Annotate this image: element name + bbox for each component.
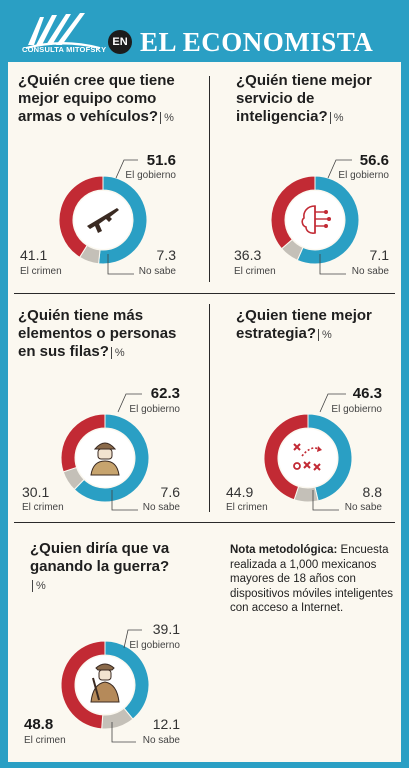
strategy-icon	[293, 443, 322, 471]
series-label: El crimen	[226, 502, 268, 513]
rifle-icon	[87, 208, 119, 233]
en-badge: EN	[108, 30, 132, 54]
data-label: 39.1	[152, 621, 180, 637]
chart-title: ¿Quien tiene mejor estrategia?%	[236, 307, 372, 342]
series-label: El crimen	[24, 735, 66, 746]
series-label: No sabe	[142, 735, 180, 746]
brain-circuit-icon	[301, 205, 331, 234]
data-label: 8.8	[362, 484, 382, 500]
leader-line	[123, 629, 142, 649]
donut-hole	[279, 429, 337, 487]
leader-line	[312, 490, 339, 511]
data-label: 62.3	[150, 385, 180, 402]
series-label: El gobierno	[129, 640, 180, 651]
divider	[14, 293, 395, 294]
data-label: 44.9	[226, 484, 254, 500]
slice-gobierno	[73, 413, 150, 503]
leader-line	[319, 393, 346, 413]
leader-line	[327, 159, 352, 179]
series-label: No sabe	[138, 266, 176, 277]
chart-title: ¿Quien diría que va ganando la guerra?%	[30, 540, 170, 592]
data-label: 7.6	[160, 484, 180, 500]
series-label: No sabe	[142, 502, 180, 513]
series-label: El crimen	[22, 502, 64, 513]
soldier-icon	[90, 442, 120, 476]
data-label: 48.8	[24, 716, 54, 733]
leader-line	[107, 254, 134, 275]
series-label: No sabe	[344, 502, 382, 513]
logo-text: CONSULTA MITOFSKY	[22, 45, 107, 54]
chart-title: ¿Quién tiene más elementos o personas en…	[18, 307, 177, 360]
slice-crimen	[270, 175, 316, 250]
data-label: 30.1	[22, 484, 50, 500]
mitofsky-logo-icon	[26, 13, 100, 49]
leader-line	[111, 722, 136, 743]
leader-line	[117, 393, 142, 413]
series-label: El gobierno	[125, 170, 176, 181]
series-label: El gobierno	[129, 404, 180, 415]
data-label: 7.3	[156, 247, 176, 263]
series-label: No sabe	[351, 266, 389, 277]
donut-chart	[263, 413, 353, 503]
slice-crimen	[60, 413, 106, 473]
masthead-title: EL ECONOMISTA	[140, 27, 374, 57]
slice-gobierno	[296, 175, 360, 265]
data-label: 51.6	[146, 152, 176, 169]
series-label: El gobierno	[338, 170, 389, 181]
slice-crimen	[60, 640, 106, 730]
slice-crimen	[263, 413, 309, 501]
data-label: 41.1	[20, 247, 48, 263]
divider	[209, 304, 210, 512]
chart-title: ¿Quién tiene mejor servicio de inteligen…	[236, 72, 372, 125]
content-panel	[8, 62, 401, 762]
gunman-icon	[90, 663, 120, 703]
methodology-note: Nota metodológica: Encuesta realizada a …	[230, 544, 393, 614]
data-label: 46.3	[352, 385, 382, 402]
data-label: 7.1	[369, 247, 389, 263]
divider	[14, 522, 395, 523]
data-label: 56.6	[359, 152, 389, 169]
series-label: El gobierno	[331, 404, 382, 415]
leader-line	[111, 490, 138, 511]
series-label: El crimen	[234, 266, 276, 277]
leader-line	[319, 254, 346, 275]
divider	[209, 76, 210, 282]
chart-title: ¿Quién cree que tiene mejor equipo como …	[18, 72, 175, 125]
data-label: 36.3	[234, 247, 262, 263]
data-label: 12.1	[152, 716, 180, 732]
slice-crimen	[58, 175, 104, 258]
leader-line	[115, 159, 138, 179]
series-label: El crimen	[20, 266, 62, 277]
